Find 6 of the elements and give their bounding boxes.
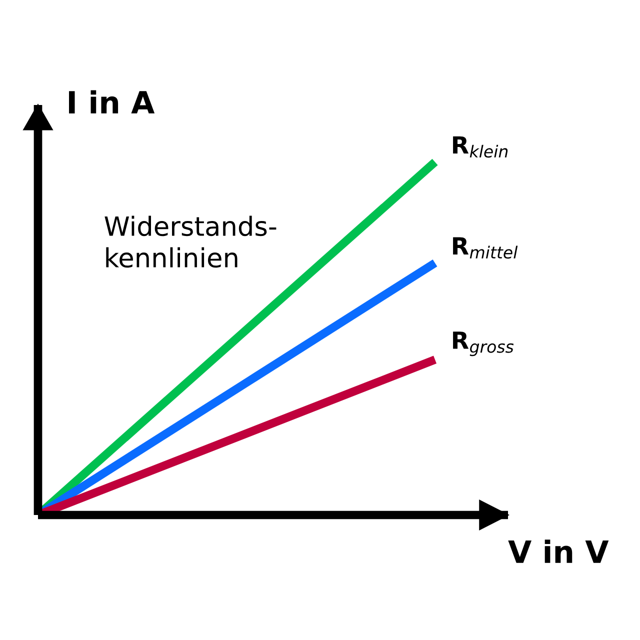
y-axis-title: I in A bbox=[69, 90, 155, 114]
series-label: R$_{klein}$ bbox=[453, 136, 508, 158]
x-axis-title: V in V bbox=[508, 540, 609, 563]
annotation: Widerstands- kennlinien bbox=[104, 216, 276, 268]
series-label: R$_{gross}$ bbox=[453, 332, 514, 356]
series-label: R$_{mittel}$ bbox=[453, 237, 518, 259]
